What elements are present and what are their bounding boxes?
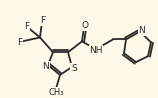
Text: F: F [17,38,23,47]
Text: N: N [43,62,49,71]
Text: S: S [71,64,77,73]
Text: N: N [139,26,145,35]
Text: NH: NH [89,46,103,55]
Text: F: F [24,22,30,31]
Text: CH₃: CH₃ [48,88,64,97]
Text: O: O [82,21,88,30]
Text: F: F [40,16,46,25]
